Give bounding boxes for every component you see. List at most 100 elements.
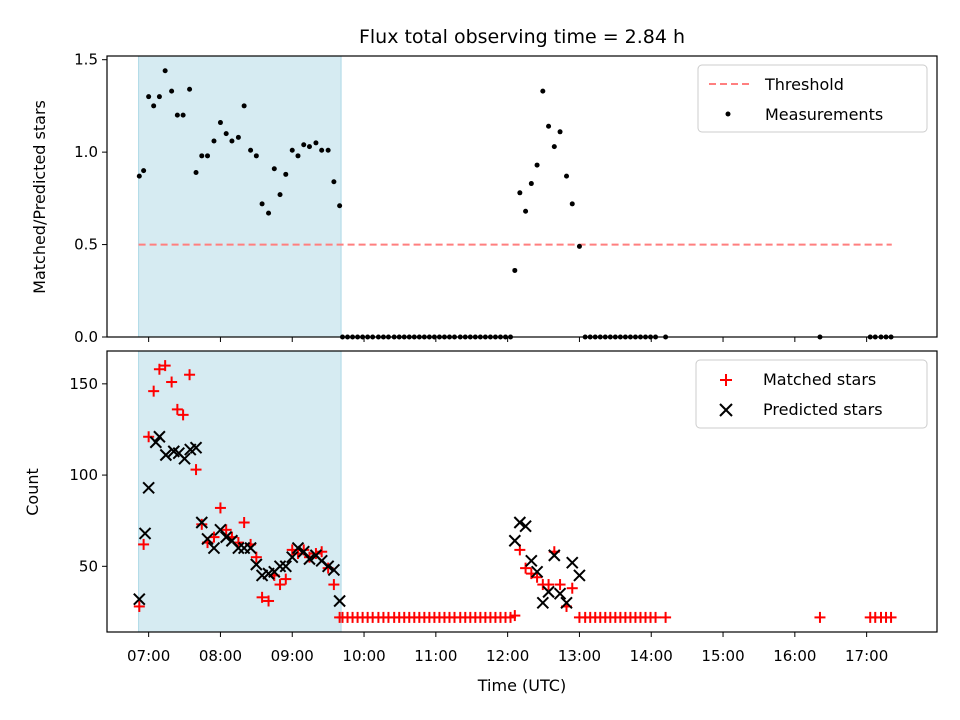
ratio-legend-box xyxy=(697,64,928,133)
matched-legend-label: Matched stars xyxy=(763,370,876,389)
measurement-point xyxy=(283,171,289,177)
matched-star-point xyxy=(885,611,897,623)
measurement-point xyxy=(551,144,557,150)
measurement-point xyxy=(229,138,235,144)
predicted-star-point xyxy=(566,556,579,569)
matched-star-point xyxy=(166,376,178,388)
measurement-point xyxy=(306,144,312,150)
measurement-point xyxy=(557,129,563,135)
ratio-y-ticks: 0.0 0.5 1.0 1.5 xyxy=(74,51,107,346)
measurement-point xyxy=(193,169,199,175)
measurement-point xyxy=(156,94,162,100)
y-tick-label: 100 xyxy=(69,466,98,484)
x-tick-label: 15:00 xyxy=(701,647,744,665)
measurement-point xyxy=(576,243,582,249)
counts-x-ticks: 07:00 08:00 09:00 10:00 11:00 12:00 13:00 14:00… xyxy=(127,632,888,665)
matched-star-point xyxy=(256,591,268,603)
matched-star-point xyxy=(143,431,155,443)
predicted-legend-label: Predicted stars xyxy=(763,400,883,419)
matched-star-point xyxy=(814,611,826,623)
observing-interval-shade xyxy=(138,55,342,338)
measurement-point xyxy=(569,201,575,207)
predicted-star-point xyxy=(560,596,573,610)
measurement-point xyxy=(205,153,211,159)
x-tick-label: 08:00 xyxy=(199,647,242,665)
measurements-legend-swatch xyxy=(725,111,731,117)
predicted-star-point xyxy=(519,519,532,533)
matched-star-point xyxy=(660,611,672,623)
measurement-point xyxy=(277,192,283,198)
measurement-point xyxy=(546,123,552,129)
measurement-point xyxy=(313,140,319,146)
measurement-point xyxy=(266,210,272,216)
measurement-point xyxy=(534,162,540,168)
x-axis-label: Time (UTC) xyxy=(477,676,566,695)
measurement-point xyxy=(289,147,295,153)
measurement-point xyxy=(241,103,247,109)
predicted-star-point xyxy=(530,565,544,578)
matched-star-point xyxy=(148,385,160,397)
predicted-star-point xyxy=(138,527,152,540)
matched-star-point xyxy=(220,524,232,536)
measurements-legend-label: Measurements xyxy=(765,105,883,124)
predicted-star-point xyxy=(142,481,155,495)
measurement-point xyxy=(174,112,180,118)
counts-axes-frame xyxy=(106,350,938,633)
measurement-point xyxy=(271,166,277,172)
measurement-point xyxy=(319,147,325,153)
predicted-star-point xyxy=(573,569,586,582)
predicted-star-point xyxy=(327,563,341,577)
y-tick-label: 50 xyxy=(79,557,98,575)
predicted-star-point xyxy=(513,516,527,529)
x-tick-label: 17:00 xyxy=(845,647,888,665)
measurement-point xyxy=(301,142,307,148)
predicted-star-point xyxy=(553,587,567,600)
observing-interval-shade xyxy=(138,350,342,633)
measurement-point xyxy=(295,153,301,159)
measurement-point xyxy=(151,103,157,109)
measurement-point xyxy=(517,190,523,196)
matched-star-points xyxy=(133,360,897,623)
measurement-point xyxy=(235,134,241,140)
measurement-point xyxy=(331,179,337,185)
measurement-point xyxy=(253,153,259,159)
x-tick-label: 14:00 xyxy=(630,647,673,665)
matched-star-point xyxy=(543,579,555,591)
matched-star-point xyxy=(133,600,145,612)
ratio-panel: 0.0 0.5 1.0 1.5 Matched/Predicted stars Thr… xyxy=(30,51,938,346)
matched-legend-swatch xyxy=(720,374,732,386)
predicted-star-point xyxy=(333,594,346,608)
shade-rect xyxy=(138,350,342,633)
threshold-legend-label: Threshold xyxy=(764,75,844,94)
predicted-star-point xyxy=(214,523,227,537)
predicted-legend-swatch xyxy=(719,403,733,417)
counts-legend: Matched stars Predicted stars xyxy=(695,359,928,429)
matched-star-point xyxy=(554,579,566,591)
measurement-point xyxy=(199,153,205,159)
matched-star-point xyxy=(159,360,171,372)
predicted-star-point xyxy=(508,534,522,547)
matched-star-point xyxy=(566,582,578,594)
matched-star-point xyxy=(250,551,262,563)
predicted-star-point xyxy=(542,585,555,599)
predicted-star-point xyxy=(548,549,561,562)
predicted-star-point xyxy=(525,554,538,568)
measurement-point xyxy=(540,88,546,94)
measurement-point xyxy=(248,147,254,153)
predicted-star-points xyxy=(133,430,586,610)
x-tick-label: 09:00 xyxy=(271,647,314,665)
measurement-point xyxy=(564,173,570,179)
predicted-star-point xyxy=(291,541,305,555)
ratio-axes-frame xyxy=(106,55,938,338)
ratio-y-axis-label: Matched/Predicted stars xyxy=(30,100,49,294)
predicted-star-point xyxy=(244,541,257,555)
predicted-star-point xyxy=(303,552,316,566)
predicted-star-point xyxy=(201,532,214,546)
counts-legend-box xyxy=(695,359,928,429)
measurement-point xyxy=(162,68,168,74)
predicted-star-point xyxy=(297,545,310,558)
measurement-point xyxy=(211,138,217,144)
measurement-point xyxy=(325,147,331,153)
predicted-star-point xyxy=(273,560,287,573)
